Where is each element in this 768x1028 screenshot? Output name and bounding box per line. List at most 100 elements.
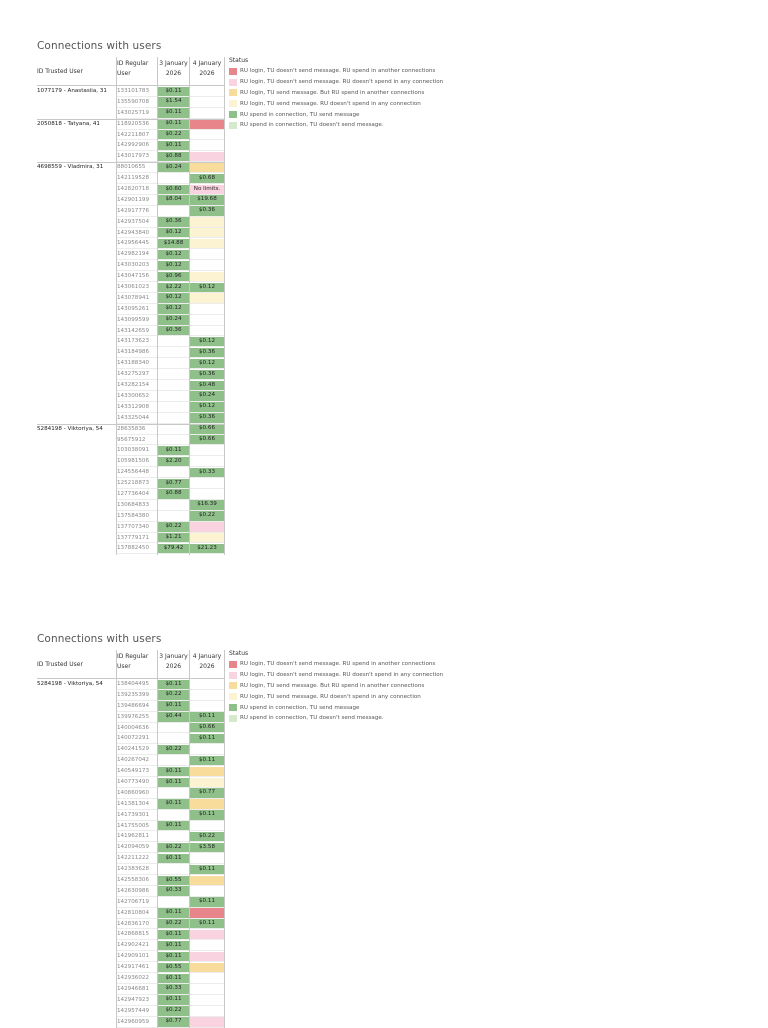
day-2-cell [190,1017,224,1027]
day-2-cell [190,271,224,282]
row-divider [117,884,224,886]
day-1-cell: $0.33 [158,984,189,995]
group-divider [37,118,224,120]
regular-user-id: 143325044 [117,414,150,421]
day-1-cell: $0.12 [158,260,189,271]
day-2-cell: $0.11 [190,810,224,821]
day-2-cell [190,162,224,173]
day-2-cell: $0.11 [190,755,224,766]
regular-user-id: 139976255 [117,713,150,720]
legend-label: RU spend in connection, TU doesn't send … [240,715,384,722]
day-1-cell: $79.42 [158,543,189,554]
regular-user-id: 141739301 [117,811,150,818]
row-divider [117,917,224,919]
header-regular-user: ID Regular User [117,60,149,77]
regular-user-id: 140267042 [117,757,150,764]
regular-user-id: 142901199 [117,196,150,203]
header-regular-user: ID Regular User [117,653,149,670]
legend-swatch [229,100,237,108]
legend-swatch [229,671,237,679]
day-2-cell [190,293,224,304]
row-divider [117,498,224,500]
day-2-cell [190,908,224,919]
day-1-cell: $0.33 [158,886,189,897]
regular-user-id: 142943840 [117,229,150,236]
row-divider [117,193,224,195]
header-trusted-user: ID Trusted User [37,661,83,668]
legend-swatch [229,89,237,97]
regular-user-id: 105981506 [117,458,150,465]
row-divider [117,509,224,511]
day-2-cell: $16.39 [190,500,224,511]
row-divider [117,487,224,489]
day-2-cell: $0.11 [190,864,224,875]
row-divider [117,379,224,381]
regular-user-id: 142836170 [117,920,150,927]
day-2-cell: $0.11 [190,733,224,744]
regular-user-id: 143300652 [117,392,150,399]
row-divider [117,248,224,250]
row-divider [117,808,224,810]
legend-title: Status [229,650,249,657]
row-divider [117,183,224,185]
row-divider [117,786,224,788]
day-2-cell: $0.36 [190,347,224,358]
row-divider [117,732,224,734]
day-2-cell: $0.66 [190,424,224,434]
row-divider [117,161,224,163]
day-1-cell: $0.24 [158,162,189,173]
regular-user-id: 140549173 [117,768,150,775]
day-1-cell: $8.04 [158,195,189,206]
regular-user-id: 143061023 [117,284,150,291]
row-divider [117,389,224,391]
legend-swatch [229,660,237,668]
row-divider [117,776,224,778]
regular-user-id: 143078941 [117,294,150,301]
legend-swatch [229,121,237,129]
regular-user-id: 88010655 [117,164,146,171]
day-1-cell: $0.11 [158,908,189,919]
regular-user-id: 143142659 [117,327,150,334]
regular-user-id: 135590708 [117,98,150,105]
row-divider [117,797,224,799]
day-2-cell: $0.11 [190,897,224,908]
panel-title: Connections with users [37,40,162,52]
row-divider [117,128,224,130]
legend-label: RU spend in connection, TU send message [240,704,360,711]
panel-title: Connections with users [37,633,162,645]
status-legend: Status RU login, TU doesn't send message… [229,650,443,724]
regular-user-id: 138404495 [117,681,150,687]
day-1-cell: $0.88 [158,151,189,162]
regular-user-id: 143025719 [117,109,150,116]
regular-user-id: 142909101 [117,953,150,960]
header-date-1: 3 January 2026 [159,60,188,77]
legend-label: RU spend in connection, TU doesn't send … [240,122,384,129]
day-1-cell: $0.44 [158,712,189,723]
row-divider [117,291,224,293]
regular-user-id: 142957449 [117,1007,150,1014]
day-1-cell: $0.22 [158,919,189,929]
day-1-cell: $0.11 [158,679,189,690]
row-divider [117,357,224,359]
legend-label: RU login, TU send message. But RU spend … [240,682,425,689]
day-1-cell: $2.22 [158,282,189,293]
day-2-cell: $0.12 [190,282,224,293]
row-divider [117,863,224,865]
day-1-cell: $1.54 [158,97,189,108]
day-2-cell [190,951,224,962]
day-2-cell: No limits. [190,184,224,195]
day-1-cell: $0.12 [158,293,189,304]
row-divider [117,335,224,337]
regular-user-id: 130684833 [117,501,150,508]
day-2-cell: $0.22 [190,511,224,522]
regular-user-id: 142956445 [117,240,150,247]
regular-user-id: 141381304 [117,800,150,807]
day-1-cell: $0.11 [158,766,189,777]
day-1-cell: $0.11 [158,940,189,951]
day-2-cell [190,151,224,162]
day-1-cell: $0.11 [158,445,189,456]
legend-item: RU spend in connection, TU doesn't send … [229,713,443,724]
legend-item: RU login, TU send message. RU doesn't sp… [229,98,443,109]
row-divider [117,204,224,206]
day-2-cell: $0.68 [190,173,224,184]
